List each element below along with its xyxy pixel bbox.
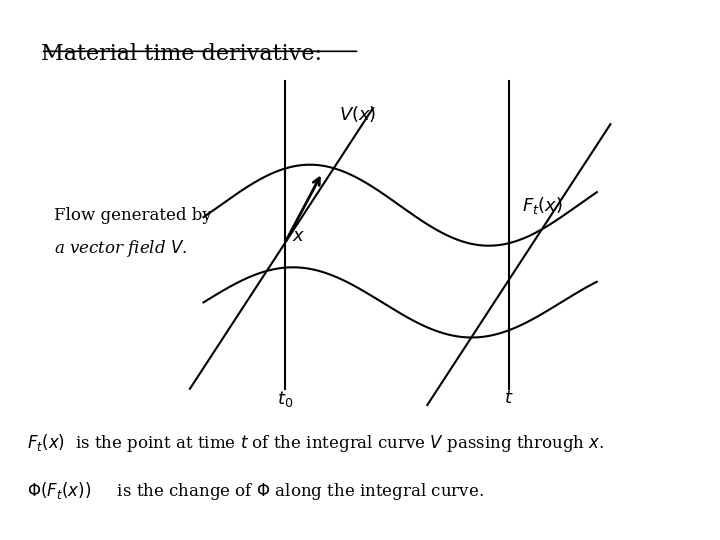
Text: $V(x)$: $V(x)$ bbox=[339, 104, 377, 124]
Text: $F_t(x)$: $F_t(x)$ bbox=[522, 195, 563, 215]
Text: $\Phi(F_t(x))$     is the change of $\Phi$ along the integral curve.: $\Phi(F_t(x))$ is the change of $\Phi$ a… bbox=[27, 481, 484, 502]
Text: $t$: $t$ bbox=[504, 389, 513, 407]
Text: $t_0$: $t_0$ bbox=[276, 389, 293, 409]
Text: a vector field $V$.: a vector field $V$. bbox=[54, 238, 188, 259]
Text: Material time derivative:: Material time derivative: bbox=[41, 43, 322, 65]
Text: Flow generated by: Flow generated by bbox=[54, 207, 212, 225]
Text: $F_t(x)$  is the point at time $t$ of the integral curve $V$ passing through $x$: $F_t(x)$ is the point at time $t$ of the… bbox=[27, 432, 605, 454]
Text: $x$: $x$ bbox=[292, 227, 305, 245]
